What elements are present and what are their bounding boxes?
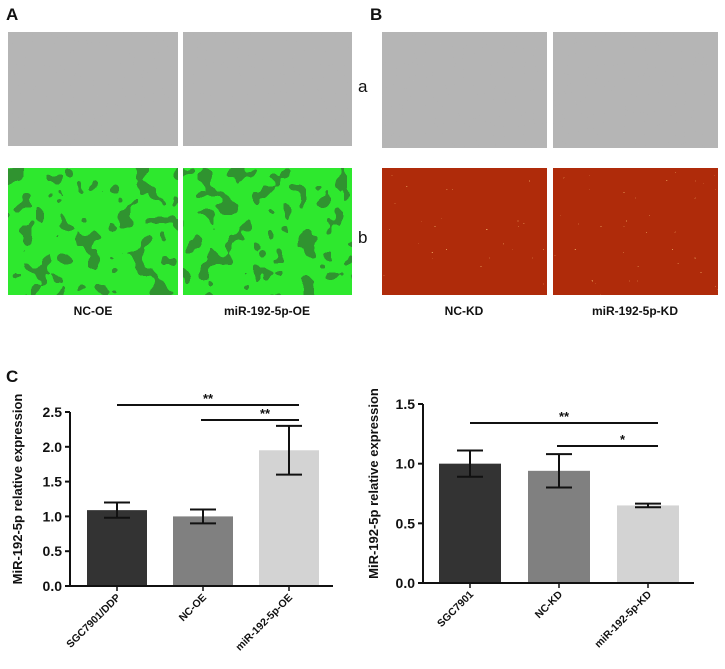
panel-label-c: C <box>6 367 18 386</box>
brightfield-nc-kd-texture <box>382 32 547 148</box>
brightfield-nc-oe-image <box>8 32 178 146</box>
gfp-nc-oe-image <box>8 168 178 295</box>
y-tick-label: 1.0 <box>43 508 63 524</box>
x-tick-label: NC-KD <box>533 588 566 621</box>
x-tick-label: miR-192-5p-OE <box>233 592 295 654</box>
x-tick-label: SGC7901/DDP <box>64 592 123 651</box>
panel-label-a: A <box>6 5 18 24</box>
brightfield-mir-kd-image <box>553 32 718 148</box>
bar-miR-192-5p-KD <box>617 505 679 583</box>
bar-chart-kd: SGC7901 NC-KD miR-192-5p-KD 0.0 0.5 1.0 1.5 MiR… <box>366 388 694 650</box>
rfp-nc-kd-image <box>382 168 547 295</box>
y-axis-label: MiR-192-5p relative expression <box>10 394 25 585</box>
brightfield-nc-oe-texture <box>8 32 178 146</box>
brightfield-mir-oe-texture <box>183 32 352 146</box>
image-label-mir-oe: miR-192-5p-OE <box>224 304 310 318</box>
bar-SGC7901/DDP <box>87 510 147 586</box>
y-tick-label: 1.5 <box>43 474 63 490</box>
significance-label: ** <box>260 406 271 421</box>
micrographs <box>8 32 718 295</box>
image-label-nc-oe: NC-OE <box>74 304 113 318</box>
y-tick-label: 1.5 <box>396 396 416 412</box>
image-label-mir-kd: miR-192-5p-KD <box>592 304 678 318</box>
bar-NC-OE <box>173 516 233 586</box>
y-tick-label: 0.5 <box>396 515 416 531</box>
y-tick-label: 2.5 <box>43 404 63 420</box>
row-label-b: b <box>358 228 367 247</box>
significance-label: ** <box>559 409 570 424</box>
y-tick-label: 0.0 <box>396 575 416 591</box>
row-label-a: a <box>358 77 368 96</box>
bar-SGC7901 <box>439 463 501 583</box>
panel-label-b: B <box>370 5 382 24</box>
significance-label: * <box>620 432 626 447</box>
y-tick-label: 2.0 <box>43 439 63 455</box>
y-tick-label: 1.0 <box>396 456 416 472</box>
rfp-mir-kd-image <box>553 168 718 295</box>
y-tick-label: 0.0 <box>43 578 63 594</box>
x-tick-label: miR-192-5p-KD <box>592 588 654 650</box>
brightfield-nc-kd-image <box>382 32 547 148</box>
bar-chart-oe: SGC7901/DDP NC-OE miR-192-5p-OE 0.0 0.5 1.0 1.… <box>10 391 333 653</box>
x-tick-label: NC-OE <box>177 592 209 624</box>
rfp-mir-kd-cells <box>553 168 718 295</box>
image-label-nc-kd: NC-KD <box>445 304 484 318</box>
gfp-mir-oe-image <box>183 168 352 295</box>
y-axis-label: MiR-192-5p relative expression <box>366 388 381 579</box>
brightfield-mir-kd-texture <box>553 32 718 148</box>
bar-NC-KD <box>528 470 590 583</box>
significance-label: ** <box>203 391 214 406</box>
brightfield-mir-oe-image <box>183 32 352 146</box>
x-tick-label: SGC7901 <box>435 589 476 630</box>
y-tick-label: 0.5 <box>43 543 63 559</box>
rfp-nc-kd-cells <box>382 168 547 295</box>
gfp-nc-oe-dark-regions <box>8 168 178 295</box>
gfp-mir-oe-dark-regions <box>183 168 352 295</box>
